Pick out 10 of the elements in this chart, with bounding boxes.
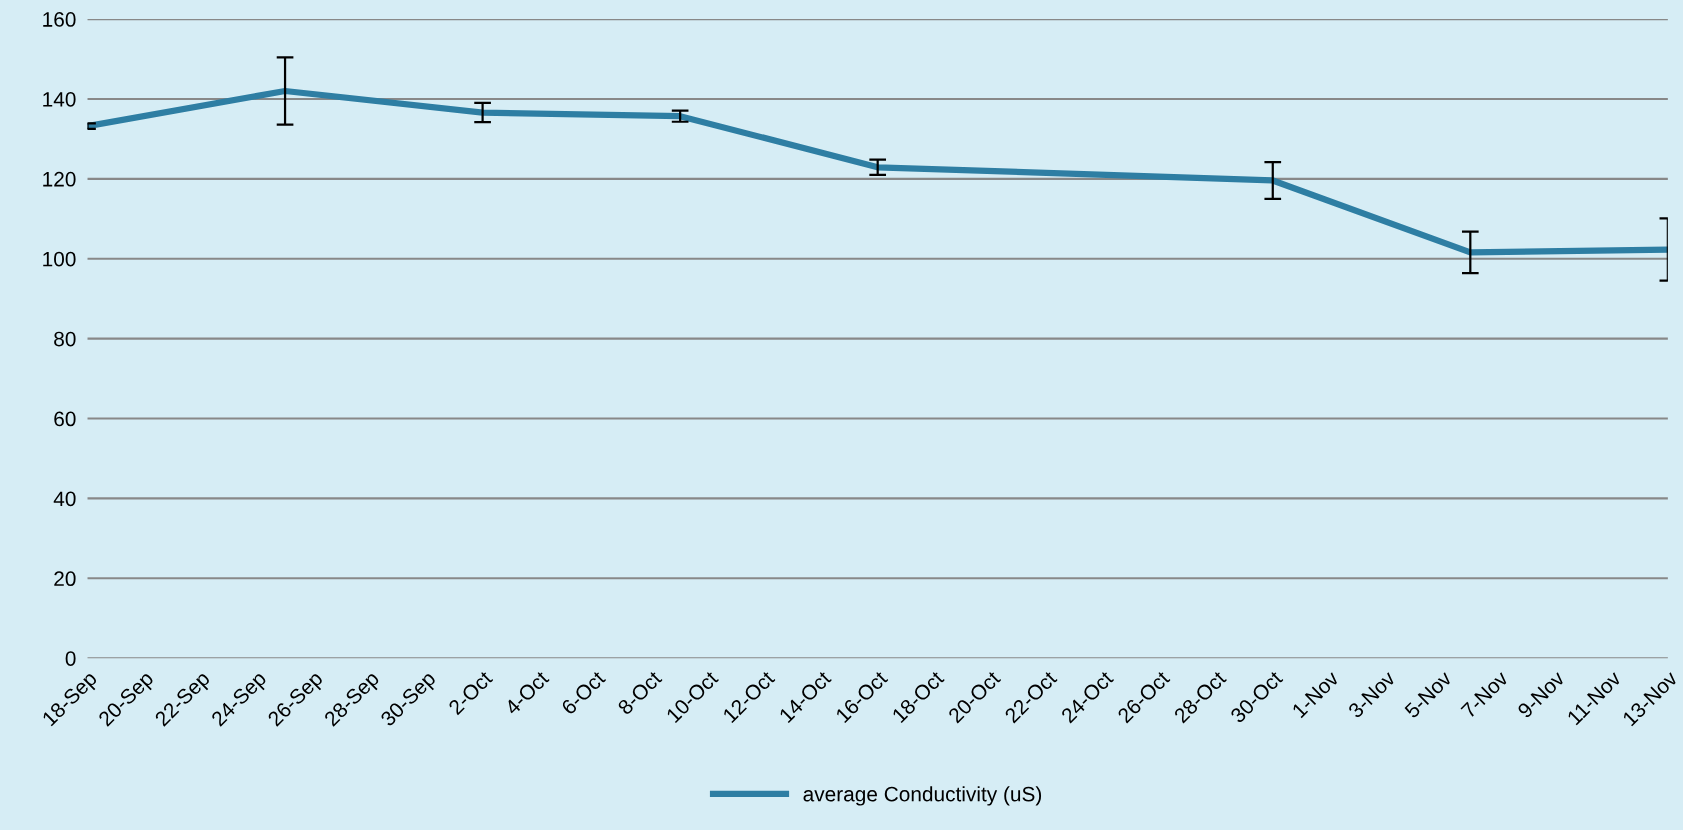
y-tick-label: 80	[54, 331, 76, 347]
y-tick-label: 0	[65, 651, 76, 666]
legend-label: average Conductivity (uS)	[803, 786, 1042, 806]
y-tick-label: 160	[43, 12, 76, 27]
y-tick-label: 20	[54, 571, 76, 587]
y-tick-label: 40	[53, 491, 76, 507]
y-tick-label: 60	[54, 411, 76, 427]
y-tick-label: 100	[43, 251, 76, 267]
y-tick-label: 140	[43, 91, 76, 107]
y-tick-label: 120	[43, 171, 76, 187]
